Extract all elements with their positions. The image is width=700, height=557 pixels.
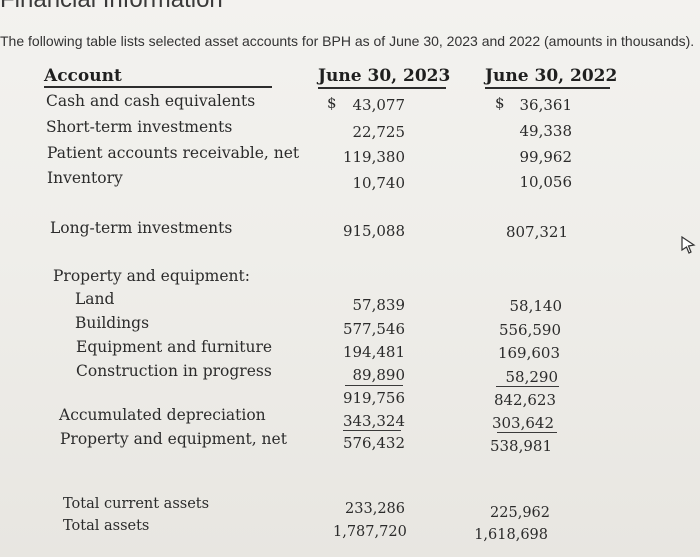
row-label-long-term-investments: Long-term investments xyxy=(50,219,233,237)
accumulated-depreciation-2023-value: 343,324 xyxy=(342,412,405,430)
construction-2023-underline xyxy=(345,385,403,386)
row-label-buildings: Buildings xyxy=(75,314,150,332)
long-term-investments-2023-value: 915,088 xyxy=(342,222,405,240)
long-term-investments-2022-value: 807,321 xyxy=(505,223,568,241)
land-2022-value: 58,140 xyxy=(509,297,563,315)
total-assets-2023-value: 1,787,720 xyxy=(333,524,407,540)
property-net-2023-value: 576,432 xyxy=(342,434,405,452)
short-term-investments-2022-value: 49,338 xyxy=(519,122,573,140)
row-label-accumulated-depreciation: Accumulated depreciation xyxy=(59,406,266,424)
construction-2022-value: 58,290 xyxy=(505,368,559,386)
intro-text: The following table lists selected asset… xyxy=(0,33,695,49)
row-label-total-assets: Total assets xyxy=(63,518,150,534)
row-label-short-term-investments: Short-term investments xyxy=(46,118,233,136)
row-label-property-net: Property and equipment, net xyxy=(60,430,287,448)
row-label-total-current-assets: Total current assets xyxy=(63,496,210,512)
property-subtotal-2022-value: 842,623 xyxy=(493,391,556,409)
row-label-construction: Construction in progress xyxy=(76,362,272,380)
mouse-pointer-icon xyxy=(680,235,696,258)
row-label-cash: Cash and cash equivalents xyxy=(46,92,256,110)
inventory-2022-value: 10,056 xyxy=(519,173,573,191)
land-2023-value: 57,839 xyxy=(352,296,406,314)
row-label-equipment: Equipment and furniture xyxy=(76,338,273,356)
june-2022-header-underline xyxy=(485,87,610,89)
equipment-2022-value: 169,603 xyxy=(497,344,560,362)
total-current-assets-2023-value: 233,286 xyxy=(345,501,405,517)
equipment-2023-value: 194,481 xyxy=(342,343,405,361)
account-header-underline xyxy=(44,86,272,88)
row-label-patient-receivable: Patient accounts receivable, net xyxy=(47,144,300,162)
account-column-header: Account xyxy=(44,66,122,86)
short-term-investments-2023-value: 22,725 xyxy=(352,123,406,141)
page-heading: Financial Information xyxy=(0,0,223,14)
cash-2023-value: 43,077 xyxy=(352,96,406,114)
row-label-inventory: Inventory xyxy=(47,169,123,187)
currency-2022: $ xyxy=(495,94,505,112)
accumulated-depreciation-2022-value: 303,642 xyxy=(491,414,554,432)
cash-2022-value: 36,361 xyxy=(519,96,573,114)
total-current-assets-2022-value: 225,962 xyxy=(490,505,550,521)
june-2022-column-header: June 30, 2022 xyxy=(485,66,618,86)
construction-2023-value: 89,890 xyxy=(352,366,406,384)
row-label-land: Land xyxy=(75,290,115,308)
buildings-2022-value: 556,590 xyxy=(498,321,561,339)
property-subtotal-2023-value: 919,756 xyxy=(342,389,405,407)
property-net-2022-value: 538,981 xyxy=(489,437,552,455)
june-2023-column-header: June 30, 2023 xyxy=(318,66,451,86)
june-2023-header-underline xyxy=(318,87,446,89)
buildings-2023-value: 577,546 xyxy=(342,320,405,338)
property-equipment-heading: Property and equipment: xyxy=(53,267,250,285)
currency-2023: $ xyxy=(327,94,337,112)
accumulated-depreciation-2023-underline xyxy=(343,430,401,431)
patient-receivable-2023-value: 119,380 xyxy=(342,148,405,166)
total-assets-2022-value: 1,618,698 xyxy=(474,527,548,543)
inventory-2023-value: 10,740 xyxy=(352,174,406,192)
construction-2022-underline xyxy=(496,386,559,387)
accumulated-depreciation-2022-underline xyxy=(497,432,557,433)
patient-receivable-2022-value: 99,962 xyxy=(519,148,573,166)
